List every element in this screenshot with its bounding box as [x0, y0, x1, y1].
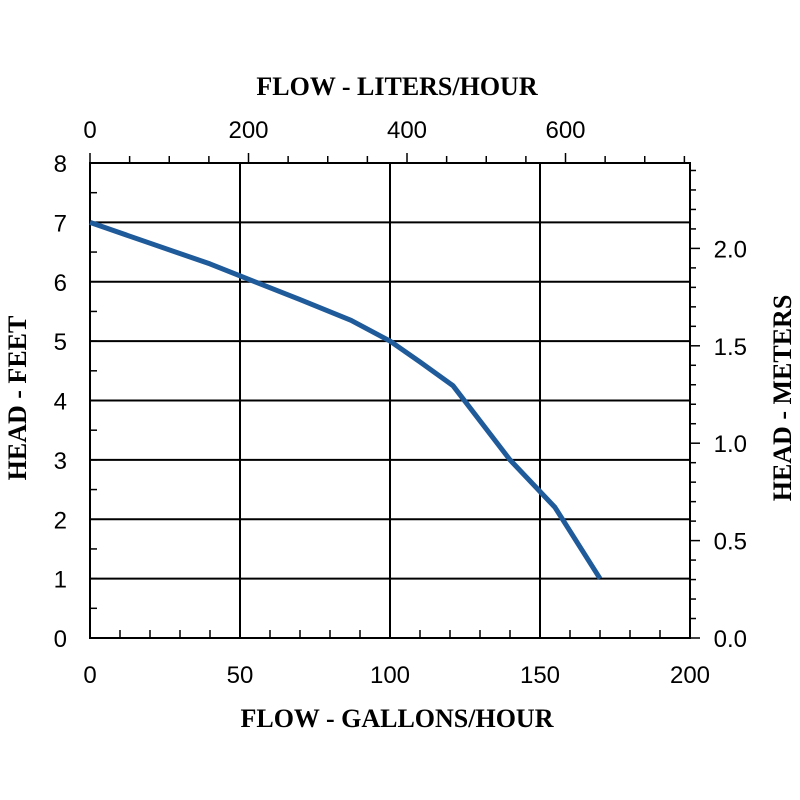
right-tick-labels: 0.0 0.5 1.0 1.5 2.0 [714, 236, 747, 653]
right-tick-label: 0.5 [714, 529, 747, 556]
bottom-axis-label: FLOW - GALLONS/HOUR [240, 704, 553, 733]
y-tick-label: 6 [54, 270, 67, 297]
x-tick-label: 100 [370, 662, 410, 689]
right-tick-label: 0.0 [714, 626, 747, 653]
left-axis-label: HEAD - FEET [3, 316, 32, 481]
y-tick-label: 4 [54, 389, 67, 416]
y-tick-label: 1 [54, 567, 67, 594]
series-layer [89, 220, 603, 580]
right-tick-label: 2.0 [714, 236, 747, 263]
minor-ticks [89, 153, 700, 639]
y-tick-label: 8 [54, 151, 67, 178]
series-line-head-curve [89, 220, 603, 580]
top-tick-label: 200 [228, 117, 268, 144]
left-tick-labels: 0 1 2 3 4 5 6 7 8 [54, 151, 67, 653]
plot-frame [89, 162, 691, 639]
y-tick-label: 3 [54, 448, 67, 475]
x-tick-label: 0 [83, 662, 96, 689]
y-tick-label: 2 [54, 507, 67, 534]
top-tick-label: 400 [387, 117, 427, 144]
top-tick-labels: 0 200 400 600 [83, 117, 585, 144]
top-axis-label: FLOW - LITERS/HOUR [256, 72, 537, 101]
x-tick-label: 50 [227, 662, 254, 689]
top-tick-label: 0 [83, 117, 96, 144]
right-axis-label: HEAD - METERS [768, 295, 797, 502]
x-tick-label: 200 [670, 662, 710, 689]
right-tick-label: 1.0 [714, 431, 747, 458]
x-tick-label: 150 [520, 662, 560, 689]
y-tick-label: 5 [54, 329, 67, 356]
bottom-tick-labels: 0 50 100 150 200 [83, 662, 710, 689]
y-tick-label: 7 [54, 210, 67, 237]
right-tick-label: 1.5 [714, 334, 747, 361]
top-tick-label: 600 [545, 117, 585, 144]
y-tick-label: 0 [54, 626, 67, 653]
grid-lines [90, 163, 690, 638]
